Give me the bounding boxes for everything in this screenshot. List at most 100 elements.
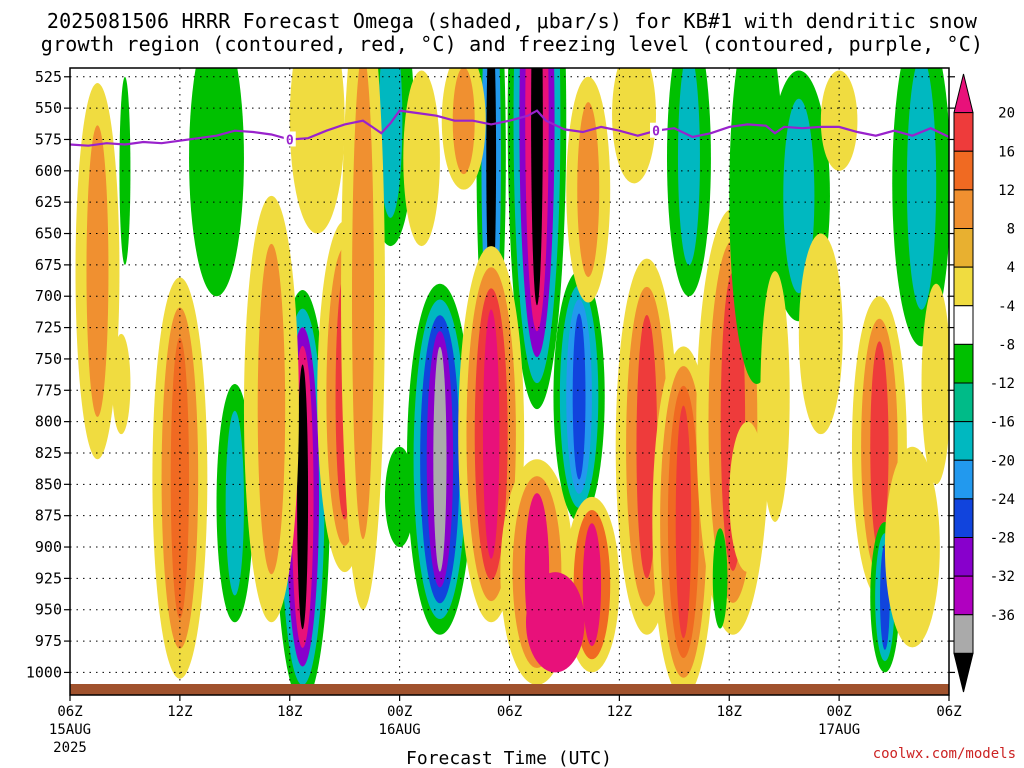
omega-cell-3 xyxy=(406,283,473,635)
omega-shade-20-2 xyxy=(636,315,658,579)
omega-shade-30-2 xyxy=(870,341,889,553)
x-tick-label: 12Z xyxy=(607,704,632,720)
colorbar-swatch xyxy=(953,614,974,654)
omega-cell-40 xyxy=(525,572,585,673)
y-axis-pressure: 525 550 575 600 625 650 675 700 725 750 775 800 825 8… xyxy=(26,68,955,681)
x-tick-label: 00Z xyxy=(387,704,412,720)
y-tick-label: 550 xyxy=(35,99,62,117)
colorbar-swatch xyxy=(953,266,974,307)
x-tick-label: 18Z xyxy=(717,704,742,720)
freezing-label-bg xyxy=(650,122,662,138)
omega-shade-40-0 xyxy=(525,572,585,673)
colorbar-label: -32 xyxy=(990,569,1015,585)
omega-shade-27-0 xyxy=(729,421,766,573)
y-tick-label: 875 xyxy=(35,507,62,525)
omega-shade-26-1 xyxy=(783,98,815,294)
omega-shade-17-1 xyxy=(352,68,374,540)
y-tick-label: 925 xyxy=(35,569,62,587)
y-tick-label: 800 xyxy=(35,413,62,431)
omega-cell-6 xyxy=(553,271,605,522)
omega-shade-14-0 xyxy=(189,68,244,297)
x-tick-label: 12Z xyxy=(167,704,192,720)
x-tick-date: 16AUG xyxy=(379,722,421,738)
x-axis-time: 06Z 15AUG 2025 12Z 18Z 00Z 16AUG 06Z 12Z 18Z 00Z 17… xyxy=(49,695,962,756)
omega-shade-10-1 xyxy=(257,243,286,575)
colorbar-top-arrow xyxy=(953,73,974,114)
colorbar-swatch xyxy=(953,305,974,345)
chart-title-line-1: 2025081506 HRRR Forecast Omega (shaded, … xyxy=(46,9,978,33)
omega-shade-7-2 xyxy=(582,523,602,647)
omega-cell-37 xyxy=(403,70,440,247)
colorbar-swatch xyxy=(953,343,974,384)
y-tick-label: 700 xyxy=(35,287,62,305)
omega-shade-34-0 xyxy=(884,446,940,648)
omega-cell-36 xyxy=(612,68,656,184)
y-tick-label: 650 xyxy=(35,225,62,243)
omega-cell-24 xyxy=(666,68,711,297)
omega-cell-33 xyxy=(921,283,949,485)
colorbar-label: -12 xyxy=(990,376,1015,392)
omega-cell-28 xyxy=(760,271,790,522)
x-tick-year: 2025 xyxy=(53,740,87,756)
omega-shading xyxy=(75,68,949,684)
colorbar-label: 20 xyxy=(998,106,1015,122)
colorbar-swatch xyxy=(953,421,974,461)
omega-shade-13-0 xyxy=(112,333,131,435)
y-tick-label: 975 xyxy=(35,632,62,650)
omega-shade-1-4 xyxy=(531,68,543,306)
omega-shade-4-3 xyxy=(482,309,500,559)
y-tick-label: 600 xyxy=(35,162,62,180)
y-tick-label: 950 xyxy=(35,601,62,619)
x-tick-date: 15AUG xyxy=(49,722,91,738)
colorbar-legend: 20 16 12 8 4 -4 -8 -12 -16 -20 -24 -28 -32 -36 xyxy=(953,73,1015,693)
omega-shade-15-0 xyxy=(119,76,131,265)
omega-shade-32-1 xyxy=(906,68,937,310)
colorbar-label: 16 xyxy=(998,144,1015,160)
omega-shade-0-4 xyxy=(297,364,309,630)
omega-shade-6-3 xyxy=(572,313,586,480)
colorbar-label: -20 xyxy=(990,453,1015,469)
y-tick-label: 900 xyxy=(35,538,62,556)
omega-shade-33-0 xyxy=(921,283,949,485)
omega-cell-13 xyxy=(112,333,131,435)
omega-cell-17 xyxy=(341,68,385,610)
colorbar-swatch xyxy=(953,150,974,191)
x-tick-label: 18Z xyxy=(277,704,302,720)
colorbar-label: -28 xyxy=(990,531,1015,547)
y-tick-label: 1000 xyxy=(26,663,62,681)
y-tick-label: 675 xyxy=(35,256,62,274)
colorbar-bottom-arrow xyxy=(953,652,974,693)
omega-shade-12-1 xyxy=(86,125,109,417)
y-tick-label: 625 xyxy=(35,193,62,211)
omega-cell-12 xyxy=(75,83,120,460)
colorbar-swatch xyxy=(953,228,974,268)
omega-cell-1 xyxy=(507,68,567,410)
freezing-level-contour xyxy=(70,109,949,147)
omega-shade-35-1 xyxy=(577,102,600,278)
omega-shade-21-3 xyxy=(675,405,692,639)
colorbar-label: -16 xyxy=(990,415,1015,431)
omega-cell-14 xyxy=(189,68,244,297)
colorbar-swatch xyxy=(953,189,974,229)
y-tick-label: 575 xyxy=(35,130,62,148)
omega-cell-19 xyxy=(384,446,415,548)
omega-shade-36-0 xyxy=(612,68,656,184)
colorbar-label: 8 xyxy=(1007,222,1015,238)
y-tick-label: 825 xyxy=(35,444,62,462)
y-tick-label: 750 xyxy=(35,350,62,368)
omega-shade-3-4 xyxy=(433,346,447,572)
colorbar-swatch xyxy=(953,459,974,500)
y-tick-label: 725 xyxy=(35,319,62,337)
freezing-level-labels: 00 xyxy=(283,122,662,148)
omega-shade-37-0 xyxy=(403,70,440,247)
omega-cell-9 xyxy=(216,384,254,623)
omega-cell-29 xyxy=(798,233,843,435)
x-tick-label: 06Z xyxy=(497,704,522,720)
omega-cell-27 xyxy=(729,421,766,573)
x-axis-title: Forecast Time (UTC) xyxy=(406,748,612,768)
omega-cell-35 xyxy=(566,76,611,303)
colorbar-label: 4 xyxy=(1007,260,1015,276)
omega-cell-18 xyxy=(289,68,345,234)
plot-area: 00 xyxy=(70,68,949,684)
